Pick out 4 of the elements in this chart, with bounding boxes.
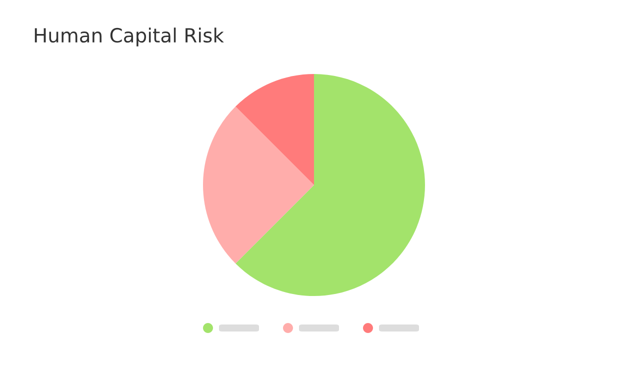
chart-title: Human Capital Risk — [34, 28, 224, 46]
pie-slice — [236, 74, 314, 185]
pie-slice — [236, 74, 425, 296]
pie-slice — [203, 106, 314, 264]
